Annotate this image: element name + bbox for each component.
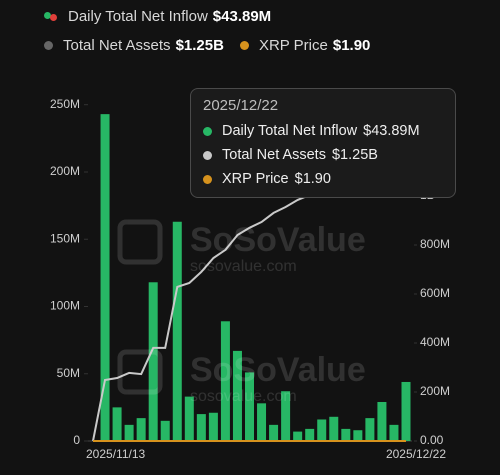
y-tick-label: 200M [50,164,80,178]
bar [269,424,279,441]
bar [281,391,291,441]
bar [401,381,411,441]
bar [389,424,399,441]
watermark: SoSoValue sosovalue.com SoSoValue sosova… [117,219,366,405]
tooltip-date: 2025/12/22 [203,97,279,114]
bar [112,407,122,441]
tooltip-row: XRP Price $1.90 [203,167,443,191]
legend-label: Total Net Assets [63,37,171,54]
x-tick-label: 2025/12/22 [386,447,446,461]
bar [196,414,206,441]
tooltip-value: $1.90 [294,171,331,187]
watermark-brand: SoSoValue [190,351,366,389]
x-tick-label: 2025/11/13 [86,447,145,461]
legend-icon [44,11,58,22]
bar [208,412,218,441]
bar [353,430,363,441]
bar [305,428,315,441]
y-tick-label: 0 [73,433,80,447]
legend-dot [239,41,249,50]
bar [148,282,158,441]
bar [232,350,242,441]
legend-label: Daily Total Net Inflow [68,8,208,25]
legend-value: $1.90 [332,37,371,54]
y-tick-label: 50M [57,366,80,380]
legend-dot [44,41,53,50]
bar [257,403,267,441]
watermark-site: sosovalue.com [190,388,297,405]
bar [184,396,194,441]
y2-tick-label: 600M [420,286,450,300]
bar [124,424,134,441]
tooltip-label: Daily Total Net Inflow [222,123,358,139]
tooltip-label: Total Net Assets [222,147,326,163]
bar [172,221,182,441]
tooltip: 2025/12/22 Daily Total Net Inflow $43.89M… [190,88,456,198]
legend-row: Total Net Assets $1.25B XRP Price $1.90 [44,37,370,54]
bar [100,114,110,441]
tooltip-value: $43.89M [363,123,420,139]
legend-row: Daily Total Net Inflow $43.89M [44,8,271,25]
bar [245,372,254,441]
tooltip-label: XRP Price [222,171,289,187]
y-tick-label: 100M [50,299,80,313]
bar [329,416,339,441]
tooltip-row: Total Net Assets $1.25B [203,143,443,167]
tooltip-row: Daily Total Net Inflow $43.89M [203,119,443,143]
watermark-site: sosovalue.com [190,258,297,275]
y-tick-label: 250M [50,97,80,111]
legend-label: XRP Price [258,37,328,54]
bar [377,401,387,441]
y-tick-label: 150M [50,231,80,245]
tooltip-value: $1.25B [331,147,378,163]
legend-value: $1.25B [175,37,224,54]
y2-tick-label: 800M [420,237,450,251]
bar [220,321,230,441]
bar [341,428,351,441]
y2-tick-label: 0.00 [420,433,444,447]
bar [293,431,303,441]
bar [136,418,146,441]
y2-tick-label: 200M [420,384,450,398]
legend-value: $43.89M [212,8,272,25]
y2-tick-label: 400M [420,335,450,349]
watermark-brand: SoSoValue [190,221,366,259]
bar [365,418,375,441]
bar [317,419,327,441]
bar [160,420,170,441]
